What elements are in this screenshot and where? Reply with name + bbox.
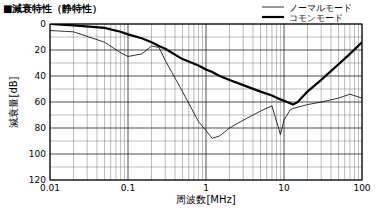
y-tick-label: 120	[29, 175, 46, 185]
y-grid	[50, 76, 362, 77]
legend-swatch	[262, 7, 284, 8]
y-grid	[50, 50, 362, 51]
y-tick-label: 100	[29, 149, 46, 159]
y-grid	[50, 102, 362, 103]
x-tick-label: 0.1	[121, 183, 135, 193]
y-grid	[50, 128, 362, 129]
title: ■減衰特性（静特性）	[3, 3, 102, 14]
grid	[50, 24, 362, 180]
legend-label: コモンモード	[289, 13, 343, 23]
y-tick-label: 0	[40, 19, 46, 29]
series-group	[50, 24, 362, 138]
x-tick-label: 10	[278, 183, 290, 193]
y-tick-label: 40	[35, 71, 47, 81]
legend-label: ノーマルモード	[289, 3, 352, 13]
x-axis-label: 周波数[MHz]	[176, 194, 235, 205]
y-tick-label: 60	[35, 97, 47, 107]
plot-frame	[50, 24, 362, 180]
chart: 0.010.1110100020406080100120周波数[MHz]減衰量[…	[0, 0, 378, 210]
y-axis-label: 減衰量[dB]	[8, 76, 19, 127]
y-tick-label: 20	[35, 45, 47, 55]
legend: ノーマルモードコモンモード	[262, 3, 352, 23]
y-grid	[50, 154, 362, 155]
x-tick-label: 100	[353, 183, 370, 193]
y-tick-label: 80	[35, 123, 47, 133]
series-line	[50, 24, 362, 105]
legend-swatch	[262, 16, 284, 18]
x-tick-label: 1	[203, 183, 209, 193]
